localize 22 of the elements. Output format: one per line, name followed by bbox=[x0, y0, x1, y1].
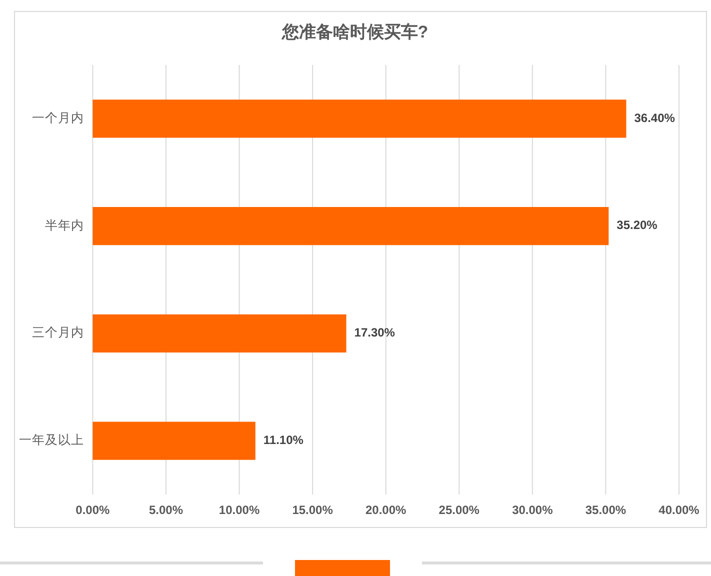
bar bbox=[92, 207, 609, 246]
y-tick-label: 一个月内 bbox=[32, 110, 84, 125]
data-label: 11.10% bbox=[263, 432, 304, 447]
data-label: 35.20% bbox=[616, 218, 658, 232]
x-tick-label: 20.00% bbox=[366, 503, 407, 518]
bar bbox=[92, 314, 346, 352]
x-tick-label: 40.00% bbox=[658, 503, 700, 518]
y-tick-label: 一年及以上 bbox=[19, 433, 84, 448]
bar bbox=[92, 422, 256, 460]
x-tick-label: 15.00% bbox=[292, 503, 334, 518]
x-tick-label: 5.00% bbox=[148, 503, 184, 518]
data-label: 36.40% bbox=[634, 110, 676, 125]
y-tick-label: 三个月内 bbox=[32, 326, 84, 340]
x-tick-label: 25.00% bbox=[438, 503, 480, 518]
y-tick-label: 半年内 bbox=[45, 218, 84, 232]
data-label: 17.30% bbox=[354, 326, 396, 340]
chart-title: 您准备啥时候买车? bbox=[280, 22, 428, 42]
x-tick-label: 35.00% bbox=[585, 503, 626, 518]
x-tick-label: 10.00% bbox=[218, 503, 260, 518]
bar bbox=[92, 100, 626, 138]
x-tick-label: 30.00% bbox=[512, 503, 554, 518]
x-tick-label: 0.00% bbox=[76, 503, 110, 518]
